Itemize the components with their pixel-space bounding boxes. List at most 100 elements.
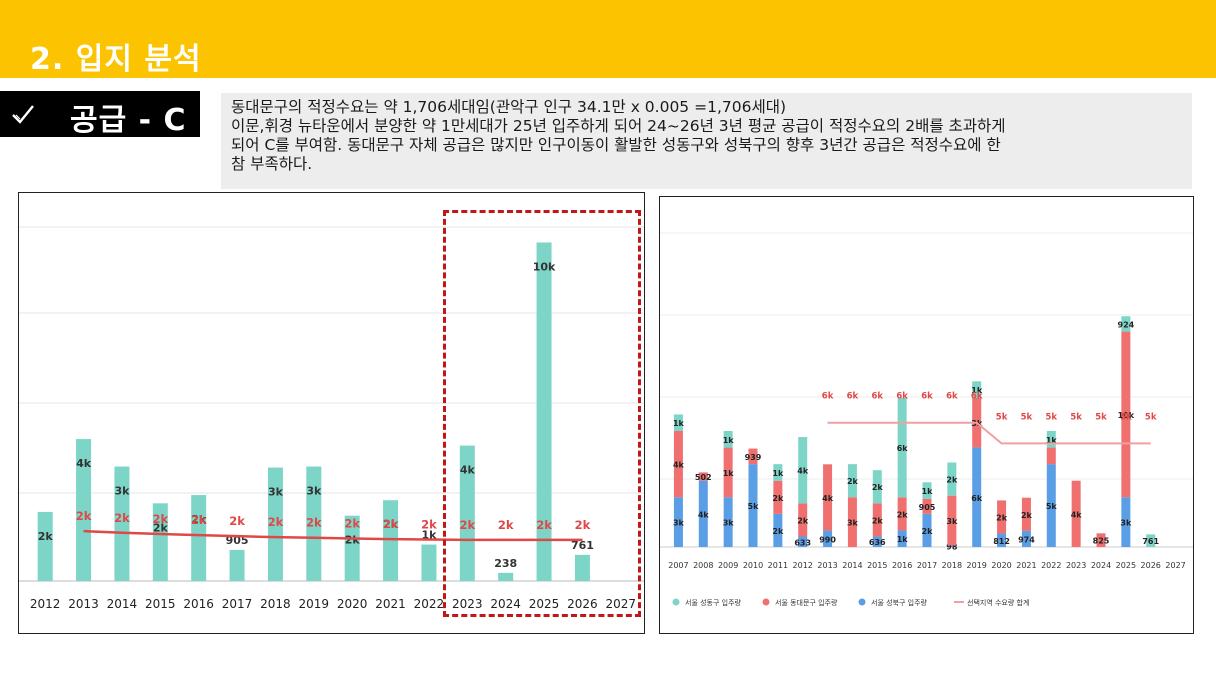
bar [267, 467, 283, 581]
stacked-bar-segment [1021, 497, 1031, 531]
bar [76, 439, 92, 581]
stacked-bar-segment [872, 503, 882, 537]
bar-value-label: 3k [114, 485, 130, 498]
bar-value-label: 3k [306, 485, 322, 498]
segment-label: 2k [872, 483, 884, 492]
segment-label: 2k [847, 477, 859, 486]
segment-label: 990 [819, 535, 836, 544]
demand-line [827, 421, 1151, 445]
segment-label: 939 [745, 453, 762, 462]
stacked-bar-segment [773, 480, 783, 514]
stacked-bar-segment [947, 462, 957, 496]
stacked-bar-segment [972, 381, 982, 398]
combined-supply-chart: 3k 4k 1k 2007 4k 502 2008 3k 1k 1k 2009 5k 939 2010 2k… [659, 196, 1194, 634]
demand-label: 6k [871, 392, 883, 402]
x-tick-label: 2007 [668, 561, 688, 570]
segment-label: 3k [946, 517, 958, 526]
x-tick-label: 2011 [768, 561, 788, 570]
demand-label: 2k [383, 517, 399, 531]
x-tick-label: 2027 [1165, 561, 1185, 570]
stacked-bar-segment [1021, 530, 1031, 547]
segment-label: 3k [723, 519, 735, 528]
segment-label: 5k [748, 502, 760, 511]
legend-label: 선택지역 수요량 합계 [967, 598, 1029, 607]
stacked-bar-segment [897, 397, 907, 498]
demand-label: 2k [459, 518, 475, 532]
bar [191, 495, 207, 581]
x-tick-label: 2012 [30, 597, 61, 611]
bar [498, 572, 514, 581]
segment-label: 2k [772, 527, 784, 536]
demand-label: 6k [946, 392, 958, 402]
demand-label: 5k [1021, 412, 1033, 422]
stacked-bar-segment [673, 431, 683, 498]
segment-label: 3k [1120, 519, 1132, 528]
title-bar: 2. 입지 분석 [0, 0, 1216, 78]
segment-label: 2k [1021, 511, 1033, 520]
description-text: 동대문구의 적정수요는 약 1,706세대임(관악구 인구 34.1만 x 0.… [231, 98, 1186, 174]
demand-label: 6k [971, 392, 983, 402]
segment-label: 5k [1046, 502, 1058, 511]
stacked-bar-segment [773, 464, 783, 481]
demand-label: 2k [191, 513, 207, 527]
bar [152, 503, 168, 581]
stacked-bar-segment [872, 470, 882, 504]
stacked-bar-segment [673, 497, 683, 547]
x-tick-label: 2012 [793, 561, 813, 570]
bar [421, 544, 437, 581]
segment-label: 6k [971, 494, 983, 503]
x-tick-label: 2017 [917, 561, 937, 570]
stacked-bar-segment [723, 447, 733, 498]
segment-label: 1k [772, 469, 784, 478]
x-tick-label: 2025 [529, 597, 560, 611]
demand-line [83, 529, 583, 542]
segment-label: 2k [996, 513, 1008, 522]
bar-value-label: 4k [76, 457, 92, 470]
dongdaemun-supply-svg: 2k20124k20133k20142k20152k201690520173k2… [19, 226, 644, 611]
bar [383, 500, 399, 581]
description-line: 이문,휘경 뉴타운에서 분양한 약 1만세대가 25년 입주하게 되어 24~2… [231, 117, 1006, 135]
check-icon [12, 105, 34, 124]
stacked-bar-segment [1046, 431, 1056, 448]
x-tick-label: 2027 [606, 597, 637, 611]
segment-label: 1k [723, 436, 735, 445]
bar-value-label: 10k [533, 260, 556, 273]
demand-label: 5k [1070, 412, 1082, 422]
bar [37, 511, 53, 581]
stacked-bar-segment [823, 464, 833, 531]
segment-label: 1k [1046, 436, 1058, 445]
stacked-bar-segment [1046, 464, 1056, 547]
stacked-bar-segment [773, 513, 783, 547]
bar [306, 466, 322, 581]
demand-label: 2k [498, 518, 514, 532]
legend-label: 서울 성동구 입주량 [685, 598, 742, 607]
demand-label: 6k [896, 392, 908, 402]
segment-label: 10k [1118, 411, 1135, 420]
stacked-bar-segment [1146, 534, 1156, 547]
stacked-bar-segment [723, 431, 733, 448]
stacked-bar-segment [798, 503, 808, 537]
segment-label: 4k [1071, 510, 1083, 519]
stacked-bar-segment [673, 414, 683, 431]
stacked-bar-segment [723, 497, 733, 547]
x-tick-label: 2014 [842, 561, 862, 570]
stacked-bar-segment [897, 530, 907, 547]
stacked-bar-segment [1121, 497, 1131, 547]
demand-label: 2k [536, 518, 552, 532]
legend-marker [672, 598, 680, 606]
segment-label: 974 [1018, 535, 1035, 544]
demand-label: 5k [1145, 412, 1157, 422]
stacked-bar-segment [1121, 331, 1131, 498]
segment-label: 1k [723, 469, 735, 478]
supply-grade-label: 공급 - C [0, 91, 200, 138]
x-tick-label: 2022 [414, 597, 445, 611]
segment-label: 812 [993, 537, 1010, 546]
segment-label: 1k [897, 535, 909, 544]
demand-label: 2k [344, 517, 360, 531]
combined-supply-svg: 3k 4k 1k 2007 4k 502 2008 3k 1k 1k 2009 5k 939 2010 2k… [660, 232, 1193, 607]
bar-value-label: 2k [383, 518, 399, 531]
segment-label: 3k [673, 519, 685, 528]
stacked-bar-segment [972, 447, 982, 547]
x-tick-label: 2018 [942, 561, 962, 570]
x-tick-label: 2017 [222, 597, 253, 611]
